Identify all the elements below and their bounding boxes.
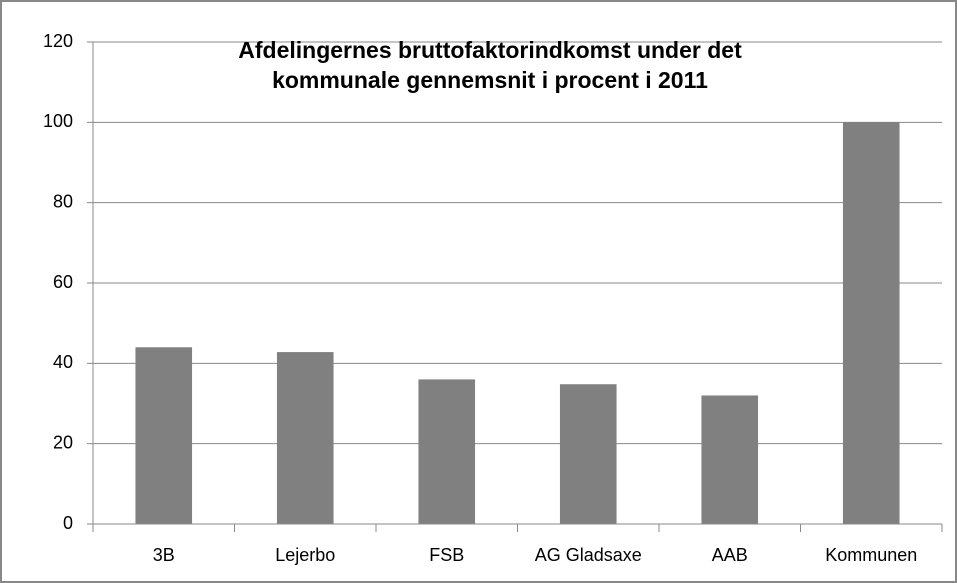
- bar: [842, 122, 900, 524]
- y-tick-label: 40: [53, 352, 73, 372]
- x-tick-label: Kommunen: [825, 545, 917, 565]
- x-tick-label: AAB: [712, 545, 748, 565]
- y-tick-label: 120: [43, 31, 73, 51]
- chart-title: kommunale gennemsnit i procent i 2011: [272, 67, 708, 93]
- x-tick-label: AG Gladsaxe: [535, 545, 642, 565]
- chart-title: Afdelingernes bruttofaktorindkomst under…: [238, 37, 742, 63]
- y-tick-label: 80: [53, 191, 73, 211]
- x-tick-label: 3B: [153, 545, 175, 565]
- y-tick-label: 0: [63, 513, 73, 533]
- bar: [276, 352, 334, 524]
- x-tick-label: Lejerbo: [275, 545, 335, 565]
- y-tick-label: 20: [53, 432, 73, 452]
- bar: [418, 379, 476, 524]
- bar: [135, 347, 193, 524]
- bar: [701, 395, 759, 524]
- y-tick-label: 100: [43, 111, 73, 131]
- x-tick-label: FSB: [429, 545, 464, 565]
- bar: [559, 384, 617, 524]
- y-tick-label: 60: [53, 272, 73, 292]
